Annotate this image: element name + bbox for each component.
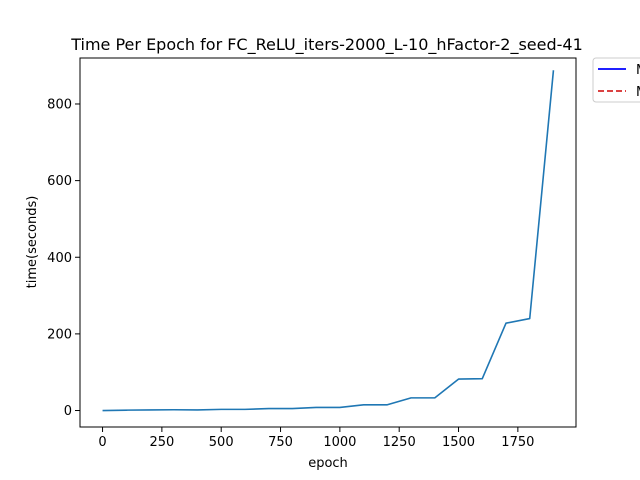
y-tick-label: 800 bbox=[47, 97, 72, 112]
legend-label-1: M bbox=[636, 85, 640, 100]
x-tick-label: 250 bbox=[149, 435, 174, 450]
x-axis-ticks: 0 250 500 750 1000 1250 1500 1750 bbox=[98, 427, 534, 450]
series-line bbox=[102, 70, 555, 412]
x-tick-label: 0 bbox=[98, 435, 106, 450]
x-axis-label: epoch bbox=[308, 456, 348, 471]
x-tick-label: 1000 bbox=[323, 435, 356, 450]
x-tick-label: 1250 bbox=[383, 435, 416, 450]
y-tick-label: 200 bbox=[47, 327, 72, 342]
y-tick-label: 400 bbox=[47, 251, 72, 266]
y-tick-label: 0 bbox=[64, 404, 72, 419]
x-tick-label: 750 bbox=[268, 435, 293, 450]
chart-title: Time Per Epoch for FC_ReLU_iters-2000_L-… bbox=[70, 35, 583, 55]
legend-label-0: M bbox=[636, 63, 640, 78]
legend-box bbox=[592, 57, 640, 103]
legend: M M bbox=[592, 57, 640, 103]
y-tick-label: 600 bbox=[47, 174, 72, 189]
plot-area bbox=[79, 57, 577, 428]
x-tick-label: 1750 bbox=[501, 435, 534, 450]
x-tick-label: 1500 bbox=[442, 435, 475, 450]
y-axis-ticks: 0 200 400 600 800 bbox=[47, 97, 80, 419]
plot-frame bbox=[79, 57, 577, 428]
x-tick-label: 500 bbox=[209, 435, 234, 450]
y-axis-label: time(seconds) bbox=[25, 196, 40, 289]
